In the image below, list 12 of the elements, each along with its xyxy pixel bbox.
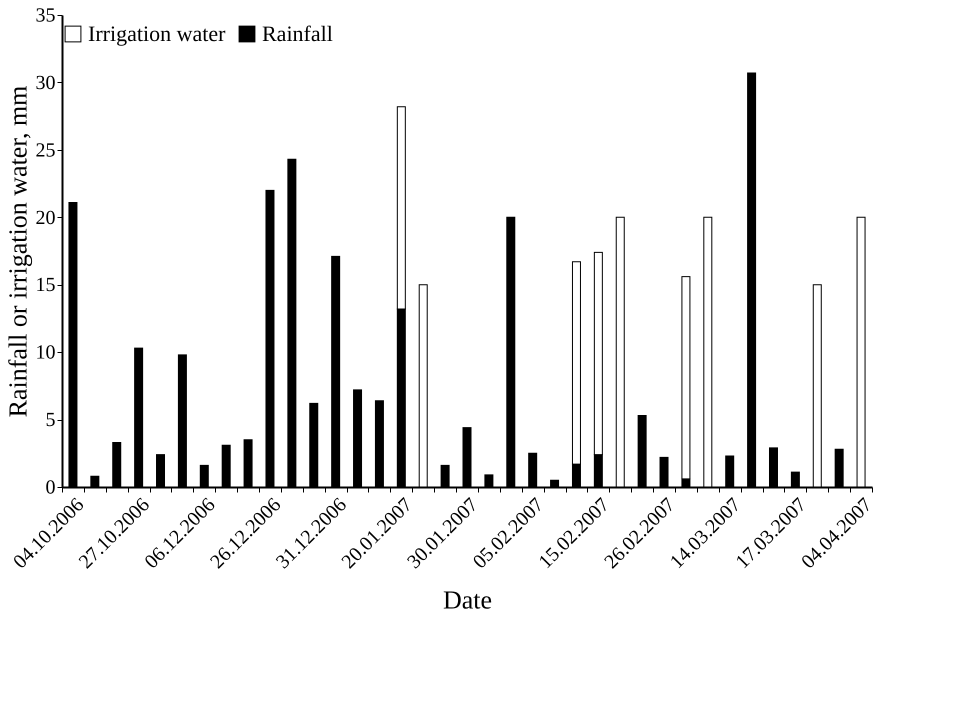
- y-tick-label: 35: [36, 4, 56, 26]
- y-axis-title: Rainfall or irrigation water, mm: [4, 86, 32, 418]
- y-tick-label: 10: [36, 342, 56, 364]
- y-tick-label: 5: [46, 409, 56, 432]
- y-tick-label: 30: [36, 72, 56, 94]
- y-tick-label: 20: [36, 206, 56, 229]
- x-axis-title: Date: [442, 585, 492, 614]
- y-tick-label: 15: [36, 274, 56, 296]
- y-tick-label: 25: [36, 139, 56, 162]
- y-tick-label: 0: [46, 476, 56, 498]
- legend-label: Rainfall: [262, 21, 333, 46]
- legend-label: Irrigation water: [88, 21, 226, 46]
